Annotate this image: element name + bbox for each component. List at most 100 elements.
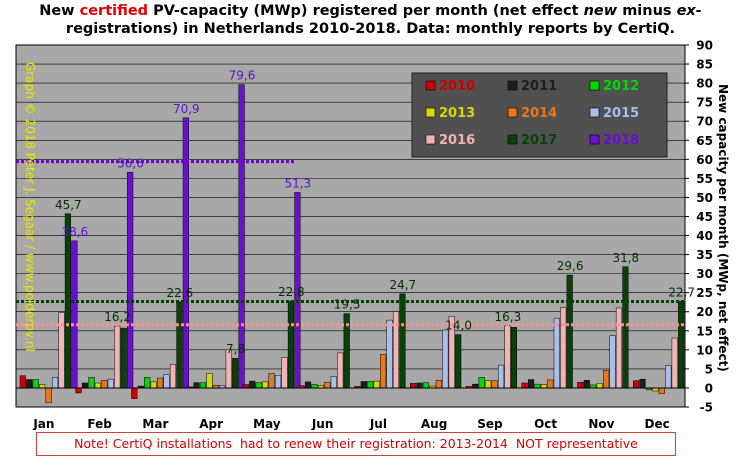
- x-tick-label-sep: Sep: [477, 417, 503, 430]
- x-tick-label-jun: Jun: [311, 417, 334, 430]
- bar-2013-may: [262, 381, 269, 389]
- title-italic-new: new: [583, 3, 618, 19]
- bar-2011-jan: [26, 379, 33, 389]
- bar-2010-feb: [75, 387, 82, 394]
- bar-2016-mar: [169, 364, 177, 389]
- bar-2017-oct: [566, 274, 573, 389]
- bar-2014-jun: [324, 381, 331, 389]
- bar-2017-aug: [455, 334, 462, 389]
- data-label-2017-oct: 29,6: [557, 259, 584, 273]
- bar-2016-feb: [114, 325, 121, 389]
- x-tick-label-jul: Jul: [369, 417, 387, 430]
- note-box: Note! CertiQ installations had to renew …: [36, 432, 676, 456]
- y-tick-label: 40: [696, 229, 713, 243]
- bar-2013-feb: [94, 382, 101, 389]
- y-tick-label: 50: [696, 191, 713, 205]
- y-tick-label: 0: [705, 381, 713, 395]
- title-italic-ex: ex-: [676, 3, 702, 19]
- y-tick-label: 5: [705, 362, 713, 376]
- bar-2013-oct: [540, 384, 547, 389]
- bar-2014-dec: [658, 387, 665, 394]
- legend-swatch-2016: [425, 134, 436, 145]
- legend-label-2010: 2010: [439, 79, 475, 94]
- x-tick-label-dec: Dec: [644, 417, 669, 430]
- bar-2013-sep: [485, 380, 492, 389]
- bar-2011-may: [249, 380, 256, 389]
- bar-2013-jan: [39, 384, 46, 389]
- y-tick-label: 35: [696, 248, 713, 262]
- bar-2017-apr: [232, 357, 239, 389]
- data-labels: 45,7 38,6 56,6 16,2 70,9 22,6 79,6 7,8 51,3 22,8 1…: [55, 69, 695, 357]
- bar-2017-dec: [678, 301, 685, 389]
- bar-2010-jan: [19, 375, 26, 389]
- bar-2011-aug: [416, 382, 423, 389]
- y-tick-label: 30: [696, 267, 713, 281]
- watermark: Graph © 2018 Peter J. Segaar / www.polde…: [23, 62, 37, 352]
- data-label-2017-aug: 14,0: [445, 319, 472, 333]
- bar-2014-feb: [101, 380, 108, 389]
- bar-2010-aug: [410, 383, 417, 389]
- bar-2011-sep: [472, 383, 479, 389]
- data-label-2017-jul: 24,7: [389, 278, 416, 292]
- title-line2: registrations) in Netherlands 2010-2018.…: [65, 21, 676, 37]
- bar-2011-feb: [81, 382, 89, 389]
- bar-2017-sep: [510, 327, 517, 389]
- data-label-2018-apr: 79,6: [229, 69, 256, 83]
- bar-2010-may: [242, 384, 249, 389]
- x-tick-label-may: May: [253, 417, 281, 430]
- legend-swatch-2011: [507, 80, 518, 91]
- bar-2013-nov: [596, 383, 603, 389]
- data-label-2017-jan: 45,7: [55, 198, 82, 212]
- bar-chart: 45,7 38,6 56,6 16,2 70,9 22,6 79,6 7,8 51,3 22,8 1…: [15, 39, 730, 430]
- y-tick-label: 15: [696, 324, 713, 338]
- bar-2010-nov: [577, 381, 584, 389]
- legend-swatch-2014: [507, 107, 518, 118]
- bar-2014-sep: [491, 380, 498, 389]
- bar-2015-jan: [51, 377, 59, 389]
- bar-2012-jun: [311, 384, 318, 389]
- data-label-2018-mar: 70,9: [173, 102, 200, 116]
- bar-2016-jun: [337, 352, 344, 389]
- y-tick-label: 70: [696, 115, 713, 129]
- data-label-2017-nov: 31,8: [612, 251, 639, 265]
- bar-2011-jul: [360, 381, 367, 389]
- bar-2014-mar: [157, 377, 164, 389]
- y-tick-label: 55: [696, 172, 713, 186]
- y-tick-label: 85: [696, 58, 713, 72]
- x-tick-label-feb: Feb: [87, 417, 112, 430]
- y-tick-label: 20: [696, 305, 713, 319]
- bar-2011-apr: [193, 382, 200, 389]
- bar-2013-jul: [373, 380, 380, 389]
- y-tick-label: 65: [696, 134, 713, 148]
- bar-2014-may: [268, 373, 275, 389]
- title-part3: minus: [617, 3, 677, 19]
- bar-2014-jul: [380, 354, 387, 389]
- bar-2015-dec: [665, 365, 672, 389]
- y-tick-label: 90: [696, 39, 713, 53]
- bar-2016-jul: [392, 311, 400, 389]
- bar-2015-sep: [497, 364, 505, 389]
- data-label-2017-dec: 22,7: [668, 285, 695, 299]
- x-tick-label-mar: Mar: [142, 417, 168, 430]
- bar-2016-nov: [615, 307, 623, 389]
- bar-2015-may: [274, 375, 282, 389]
- x-tick-label-jan: Jan: [32, 417, 54, 430]
- bar-2013-mar: [150, 381, 157, 389]
- chart-title: New certified PV-capacity (MWp) register…: [0, 2, 741, 38]
- legend-swatch-2012: [589, 80, 600, 91]
- bar-2014-aug: [435, 380, 442, 389]
- bar-2011-nov: [583, 380, 590, 389]
- data-label-2017-may: 22,8: [278, 285, 305, 299]
- y-tick-label: -5: [700, 401, 713, 415]
- y-tick-label: 10: [696, 343, 713, 357]
- legend-label-2016: 2016: [439, 133, 475, 148]
- bar-2015-oct: [553, 317, 560, 389]
- x-tick-label-nov: Nov: [588, 417, 614, 430]
- data-label-2017-apr: 7,8: [226, 342, 245, 356]
- bar-2013-apr: [206, 373, 213, 389]
- bar-2012-jul: [367, 381, 374, 389]
- legend-label-2011: 2011: [521, 79, 557, 94]
- bar-2017-may: [287, 300, 294, 389]
- y-tick-label: 45: [696, 210, 713, 224]
- bar-2018-feb: [127, 172, 134, 389]
